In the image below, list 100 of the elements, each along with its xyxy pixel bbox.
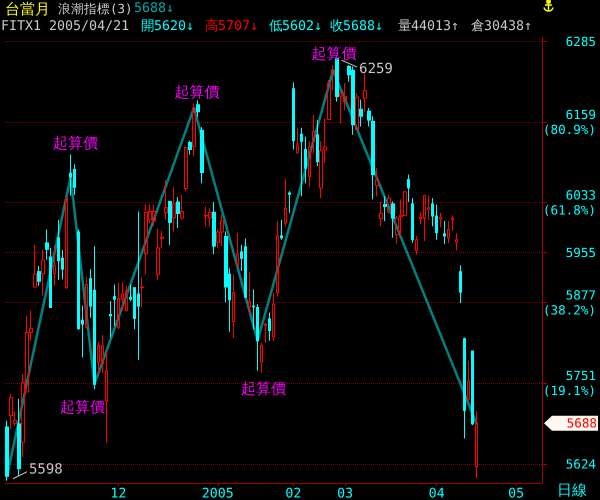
annotation: 起算價 (53, 134, 98, 152)
candlestick (200, 126, 204, 184)
candlestick (101, 334, 104, 374)
candlestick (296, 127, 299, 154)
candlestick (164, 179, 168, 220)
candlestick (93, 246, 96, 390)
candlestick (439, 212, 442, 228)
text: 低5602↓ (269, 19, 322, 35)
candlestick (459, 264, 462, 304)
candlestick (379, 201, 383, 227)
annotation: 起算價 (60, 398, 105, 416)
candlestick (180, 194, 184, 220)
candlestick (351, 66, 355, 136)
candlestick (109, 300, 112, 338)
candlestick (204, 206, 208, 227)
candlestick (455, 232, 458, 252)
text: 倉30438↑ (471, 19, 532, 35)
candlestick (363, 72, 367, 112)
annotation: 5598 (28, 462, 63, 478)
candlestick (5, 420, 9, 482)
candlestick (9, 393, 13, 430)
candlestick (292, 82, 295, 150)
text: FITX1 2005/04/21 (1, 19, 130, 35)
candlestick (208, 208, 212, 227)
candlestick (272, 292, 275, 342)
x-tick-label: 2005 (202, 486, 234, 500)
candlestick (176, 196, 180, 229)
candlestick (137, 211, 140, 360)
candlestick (85, 276, 88, 330)
candlestick (407, 174, 410, 202)
candlestick (391, 200, 395, 238)
y-tick-label: 5877 (38.2%) (542, 287, 596, 318)
candlestick (113, 284, 116, 327)
text: 日線 (557, 481, 587, 499)
candlestick (383, 196, 387, 222)
candlestick (244, 238, 247, 298)
candlestick (168, 200, 172, 246)
x-tick-label: 03 (337, 486, 354, 500)
candlestick (125, 285, 128, 312)
candlestick (415, 235, 418, 255)
candlestick (220, 214, 224, 247)
candlestick (268, 312, 271, 342)
candlestick (140, 276, 144, 308)
candlestick (475, 410, 478, 479)
candlestick (65, 196, 68, 290)
candlestick (69, 154, 72, 196)
candlestick (463, 337, 466, 440)
candlestick (53, 244, 56, 286)
candlestick (192, 102, 196, 158)
candlestick (117, 282, 120, 330)
candlestick (188, 140, 192, 156)
candlestick (57, 219, 60, 280)
x-tick-label: 05 (508, 486, 524, 500)
candlestick (212, 201, 216, 255)
candlestick (308, 140, 311, 188)
candlestick (447, 220, 450, 244)
candlestick (316, 120, 319, 167)
candlestick (375, 168, 379, 197)
candlestick (387, 194, 391, 214)
candlestick (232, 274, 235, 339)
y-tick-label: 6033 (61.8%) (542, 188, 596, 218)
candlestick (276, 220, 279, 298)
candlestick (288, 190, 291, 214)
candlestick (471, 350, 474, 426)
annotation: 起算價 (174, 82, 220, 101)
x-tick-label: 04 (428, 486, 445, 500)
candlestick (33, 244, 37, 288)
candlestick (196, 100, 200, 118)
candlestick (280, 219, 283, 240)
annotation: 6259 (359, 61, 393, 78)
candlestick (300, 127, 303, 197)
candlestick (264, 322, 267, 344)
y-tick-label: 5624 (566, 456, 596, 472)
text: 5688↓ (134, 1, 174, 17)
candlestick (144, 204, 148, 275)
candlestick (467, 360, 470, 403)
annotation: 起算價 (241, 379, 286, 398)
candlestick (423, 194, 426, 242)
y-tick-label: 6285 (566, 34, 596, 49)
candlestick (355, 92, 359, 131)
text: 高5707↓ (205, 19, 258, 35)
text: 5688 (566, 416, 597, 431)
candlestick (236, 232, 239, 266)
candlestick (451, 214, 454, 232)
candlestick (359, 99, 363, 128)
candlestick (260, 342, 263, 374)
candlestick (172, 186, 176, 232)
candlestick (284, 178, 287, 227)
y-tick-label: 5955 (566, 244, 596, 260)
candlestick (105, 350, 108, 443)
x-tick-label: 02 (285, 486, 302, 500)
candlestick (37, 265, 41, 286)
x-tick-label: 12 (110, 486, 126, 500)
y-tick-label: 6159 (80.9%) (542, 107, 596, 138)
candlestick (411, 198, 414, 244)
chart-title: 台當月 (5, 0, 50, 18)
y-tick-label: 5751 (19.1%) (542, 368, 596, 398)
text: 量44013↑ (398, 19, 460, 35)
text: 開5620↓ (141, 19, 194, 35)
candlestick (41, 249, 45, 296)
